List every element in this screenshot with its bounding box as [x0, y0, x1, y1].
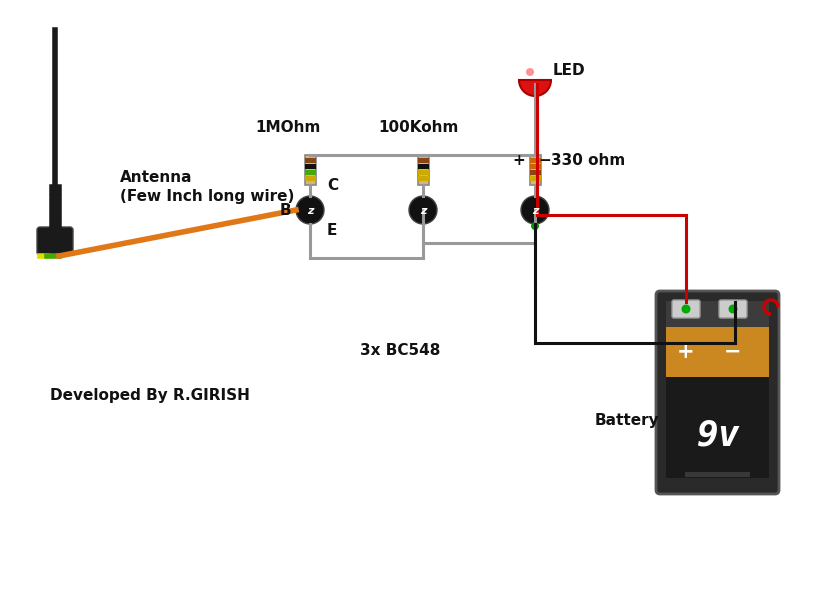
Circle shape — [531, 222, 539, 230]
Text: +: + — [513, 153, 525, 168]
FancyBboxPatch shape — [719, 300, 747, 318]
Bar — [529, 164, 540, 169]
Circle shape — [526, 68, 534, 76]
Bar — [685, 472, 750, 477]
Circle shape — [409, 196, 437, 224]
Bar — [666, 377, 769, 478]
Text: Developed By R.GIRISH: Developed By R.GIRISH — [50, 388, 250, 403]
Bar — [418, 158, 428, 163]
Bar — [418, 176, 428, 181]
Text: 3x BC548: 3x BC548 — [360, 343, 440, 358]
Bar — [304, 170, 316, 175]
Text: Battery: Battery — [595, 413, 659, 428]
Circle shape — [521, 196, 549, 224]
Text: C: C — [327, 178, 338, 193]
Bar — [529, 158, 540, 163]
FancyBboxPatch shape — [37, 227, 73, 255]
Text: 330 ohm: 330 ohm — [551, 153, 625, 168]
Bar — [304, 164, 316, 169]
Circle shape — [296, 196, 324, 224]
Text: E: E — [327, 223, 337, 238]
Bar — [304, 158, 316, 163]
Text: LED: LED — [553, 63, 585, 78]
Text: −: − — [724, 342, 742, 362]
Bar — [666, 301, 769, 327]
Circle shape — [681, 305, 690, 314]
Bar — [304, 176, 316, 181]
FancyBboxPatch shape — [418, 155, 428, 185]
FancyBboxPatch shape — [672, 300, 700, 318]
Text: z: z — [307, 206, 313, 216]
Wedge shape — [519, 80, 551, 96]
Text: 100Kohm: 100Kohm — [378, 120, 458, 135]
FancyBboxPatch shape — [656, 291, 779, 494]
FancyBboxPatch shape — [304, 155, 316, 185]
Text: Antenna
(Few Inch long wire): Antenna (Few Inch long wire) — [120, 170, 295, 204]
FancyBboxPatch shape — [529, 155, 540, 185]
Text: 1MOhm: 1MOhm — [255, 120, 321, 135]
Text: +: + — [677, 342, 695, 362]
Text: B: B — [280, 203, 291, 218]
Bar — [529, 176, 540, 181]
Circle shape — [729, 305, 737, 314]
Bar — [529, 170, 540, 175]
Bar — [528, 80, 542, 84]
Text: z: z — [420, 206, 427, 216]
Text: z: z — [532, 206, 538, 216]
Text: −: − — [539, 153, 551, 168]
Bar — [418, 170, 428, 175]
Text: 9v: 9v — [696, 418, 739, 452]
Bar — [666, 327, 769, 377]
Bar — [418, 164, 428, 169]
